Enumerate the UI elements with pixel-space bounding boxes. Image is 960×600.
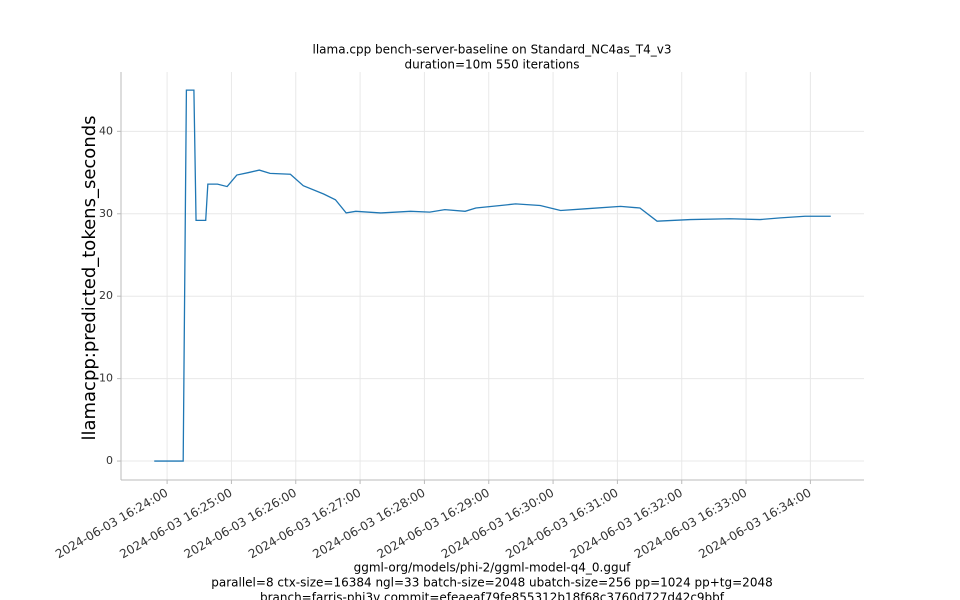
y-tick-label: 0 [106,454,113,467]
x-tick-label: 2024-06-03 16:27:00 [246,486,363,562]
x-tick-label: 2024-06-03 16:33:00 [632,486,749,562]
x-axis-label: ggml-org/models/phi-2/ggml-model-q4_0.gg… [354,561,632,575]
x-tick-label: 2024-06-03 16:24:00 [53,486,170,562]
x-tick-label: 2024-06-03 16:29:00 [375,486,492,562]
x-tick-label: 2024-06-03 16:32:00 [568,486,685,562]
y-tick-label: 20 [99,289,113,302]
data-line [154,89,831,462]
chart-title: llama.cpp bench-server-baseline on Stand… [313,43,672,57]
x-tick-label: 2024-06-03 16:31:00 [503,486,620,562]
y-tick-label: 40 [99,124,113,137]
chart-subtitle: duration=10m 550 iterations [405,58,580,72]
y-axis-label: llamacpp:predicted_tokens_seconds [79,115,100,440]
x-axis-label: branch=farris-phi3v commit=efeaeaf79fe85… [260,591,725,600]
x-tick-label: 2024-06-03 16:28:00 [310,486,427,562]
x-tick-label: 2024-06-03 16:34:00 [696,486,813,562]
x-axis-label: parallel=8 ctx-size=16384 ngl=33 batch-s… [211,576,772,590]
y-tick-label: 30 [99,207,113,220]
x-tick-label: 2024-06-03 16:30:00 [439,486,556,562]
y-tick-label: 10 [99,372,113,385]
x-tick-label: 2024-06-03 16:26:00 [182,486,299,562]
x-tick-label: 2024-06-03 16:25:00 [117,486,234,562]
